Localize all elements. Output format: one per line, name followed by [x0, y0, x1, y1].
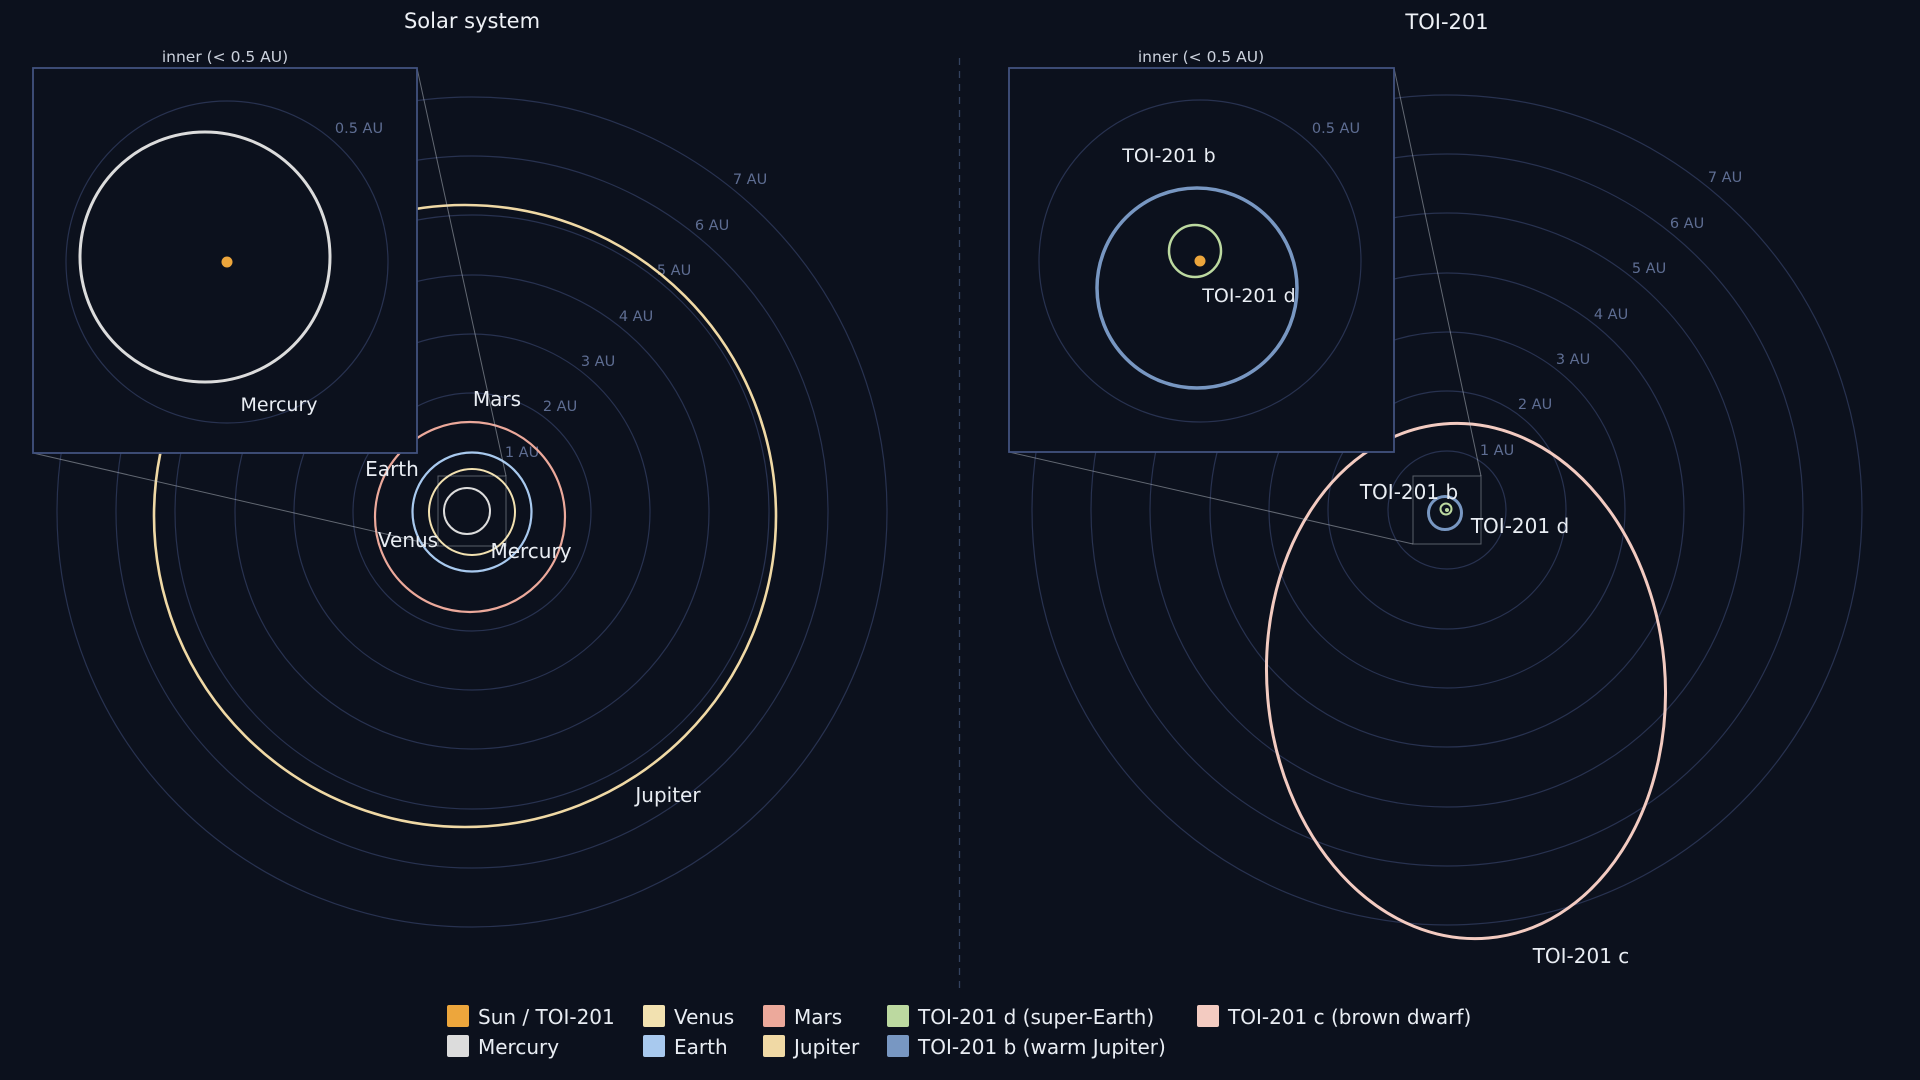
toi-201-d-inset-orbit — [1167, 223, 1223, 279]
toi-grid-ring-4au — [1209, 272, 1685, 748]
toi-201-panel: 1 AU 2 AU 3 AU 4 AU 5 AU 6 AU 7 AU TOI-2… — [1008, 10, 1863, 968]
toi-grid-ring-5au — [1149, 212, 1745, 808]
toi-zoom-connector-bottom — [1008, 451, 1414, 545]
toi-grid-ring-7au — [1031, 94, 1863, 926]
toi-grid-ring-2au — [1327, 390, 1567, 630]
solar-system-panel: 1 AU 2 AU 3 AU 4 AU 5 AU 6 AU 7 AU Mars … — [32, 9, 888, 928]
solar-grid-ring-7au — [56, 96, 888, 928]
legend-swatch-mercury — [447, 1035, 469, 1057]
toi-201-c-orbit — [1264, 421, 1668, 941]
toi-au-label-1: 1 AU — [1480, 443, 1514, 459]
legend-item-mercury: Mercury — [447, 1035, 559, 1059]
toi-zoom-source-rect — [1412, 475, 1482, 545]
solar-au-label-2: 2 AU — [543, 399, 577, 415]
legend-label-mars: Mars — [794, 1005, 842, 1029]
legend-item-mars: Mars — [763, 1005, 842, 1029]
earth-orbit — [411, 451, 533, 573]
solar-zoom-source-rect — [437, 475, 507, 547]
toi-201-c-orbit-label: TOI-201 c — [1532, 944, 1630, 968]
legend-label-jupiter: Jupiter — [792, 1035, 860, 1059]
jupiter-orbit-label: Jupiter — [633, 783, 701, 807]
solar-inset-halfau-label: 0.5 AU — [335, 121, 383, 137]
solar-inset-halfau-ring — [65, 100, 389, 424]
toi-au-label-6: 6 AU — [1670, 216, 1704, 232]
legend-label-sun: Sun / TOI-201 — [478, 1005, 615, 1029]
toi-inset-halfau-label: 0.5 AU — [1312, 121, 1360, 137]
toi-inset-halfau-ring — [1038, 99, 1362, 423]
solar-au-label-3: 3 AU — [581, 354, 615, 370]
legend-swatch-toi-d — [887, 1005, 909, 1027]
mercury-orbit — [443, 487, 491, 535]
solar-grid-ring-4au — [234, 274, 710, 750]
toi-au-label-5: 5 AU — [1632, 261, 1666, 277]
toi-au-label-2: 2 AU — [1518, 397, 1552, 413]
toi-grid-ring-6au — [1090, 153, 1804, 867]
mercury-inset-orbit — [78, 130, 332, 384]
legend-label-venus: Venus — [674, 1005, 734, 1029]
legend-swatch-earth — [643, 1035, 665, 1057]
solar-grid-ring-5au — [174, 214, 770, 810]
solar-au-label-7: 7 AU — [733, 172, 767, 188]
toi-au-label-3: 3 AU — [1556, 352, 1590, 368]
solar-au-label-5: 5 AU — [657, 263, 691, 279]
legend-swatch-sun — [447, 1005, 469, 1027]
mars-orbit-label: Mars — [473, 387, 521, 411]
mercury-inset-label: Mercury — [240, 394, 317, 416]
legend-label-toi-b: TOI-201 b (warm Jupiter) — [917, 1035, 1166, 1059]
solar-inset-title: inner (< 0.5 AU) — [162, 48, 288, 66]
legend-swatch-toi-c — [1197, 1005, 1219, 1027]
legend-item-toi-b: TOI-201 b (warm Jupiter) — [887, 1035, 1166, 1059]
mars-orbit — [373, 420, 567, 614]
solar-panel-title: Solar system — [404, 9, 540, 33]
legend-swatch-mars — [763, 1005, 785, 1027]
toi-201-d-inset-label: TOI-201 d — [1201, 285, 1295, 307]
toi-201-b-inset-label: TOI-201 b — [1121, 145, 1215, 167]
solar-grid-ring-3au — [293, 333, 651, 691]
legend-label-mercury: Mercury — [478, 1035, 559, 1059]
toi-au-label-7: 7 AU — [1708, 170, 1742, 186]
legend-label-toi-c: TOI-201 c (brown dwarf) — [1227, 1005, 1471, 1029]
solar-au-label-4: 4 AU — [619, 309, 653, 325]
solar-au-label-6: 6 AU — [695, 218, 729, 234]
sun-dot — [221, 256, 233, 268]
toi-zoom-connector-top — [1393, 67, 1482, 477]
solar-zoom-connector-bottom — [32, 452, 439, 547]
legend-item-toi-d: TOI-201 d (super-Earth) — [887, 1005, 1154, 1029]
legend-swatch-toi-b — [887, 1035, 909, 1057]
toi-au-label-4: 4 AU — [1594, 307, 1628, 323]
toi-201-d-orbit-label: TOI-201 d — [1470, 514, 1569, 538]
solar-grid-ring-2au — [352, 392, 592, 632]
toi-201-star-dot — [1445, 508, 1449, 512]
toi-201-d-orbit — [1439, 502, 1453, 516]
mercury-orbit-label: Mercury — [490, 539, 571, 563]
legend-item-sun: Sun / TOI-201 — [447, 1005, 615, 1029]
solar-grid-ring-6au — [115, 155, 829, 869]
legend: Sun / TOI-201 Venus Mars TOI-201 d (supe… — [447, 1005, 1471, 1059]
legend-item-toi-c: TOI-201 c (brown dwarf) — [1197, 1005, 1471, 1029]
jupiter-orbit — [152, 203, 778, 829]
solar-zoom-connector-top — [416, 67, 507, 477]
legend-label-earth: Earth — [674, 1035, 728, 1059]
toi-201-b-orbit-label: TOI-201 b — [1359, 480, 1458, 504]
legend-swatch-venus — [643, 1005, 665, 1027]
legend-item-earth: Earth — [643, 1035, 728, 1059]
earth-orbit-label: Earth — [365, 457, 419, 481]
solar-au-label-1: 1 AU — [505, 445, 539, 461]
toi-grid-ring-1au — [1387, 450, 1507, 570]
toi-201-b-inset-orbit — [1095, 186, 1299, 390]
toi-201-star-dot-inset — [1194, 255, 1206, 267]
venus-orbit-label: Venus — [378, 528, 438, 552]
legend-label-toi-d: TOI-201 d (super-Earth) — [917, 1005, 1154, 1029]
legend-item-jupiter: Jupiter — [763, 1035, 860, 1059]
legend-swatch-jupiter — [763, 1035, 785, 1057]
legend-item-venus: Venus — [643, 1005, 734, 1029]
toi-grid-ring-3au — [1268, 331, 1626, 689]
venus-orbit — [428, 468, 516, 556]
toi-201-b-orbit — [1427, 495, 1463, 531]
toi-inset-title: inner (< 0.5 AU) — [1138, 48, 1264, 66]
toi-panel-title: TOI-201 — [1404, 10, 1488, 34]
